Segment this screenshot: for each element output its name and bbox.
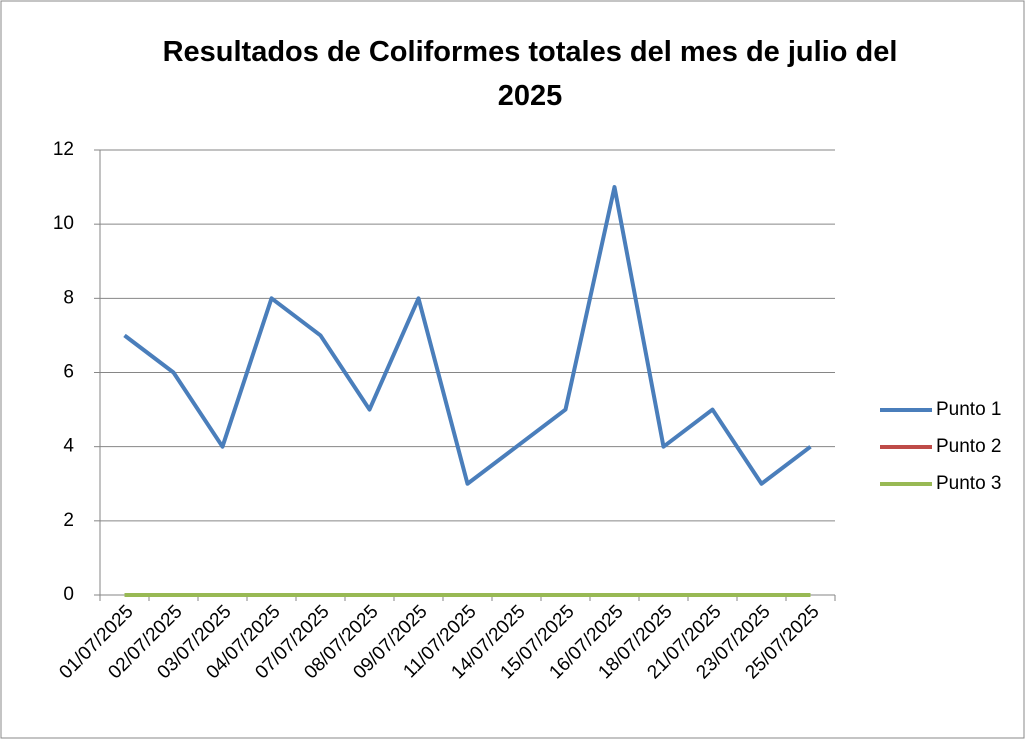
y-tick-label: 10 [53, 213, 74, 234]
y-tick-label: 4 [63, 436, 74, 457]
y-tick-label: 8 [63, 287, 74, 308]
y-tick-label: 6 [63, 362, 74, 383]
y-tick-label: 0 [63, 584, 74, 605]
chart-title: Resultados de Coliformes totales del mes… [162, 36, 898, 112]
legend-label: Punto 2 [936, 436, 1002, 457]
legend-label: Punto 3 [936, 473, 1002, 494]
series-line [123, 185, 812, 486]
y-tick-label: 2 [63, 510, 74, 531]
legend-label: Punto 1 [936, 399, 1002, 420]
y-tick-label: 12 [53, 139, 74, 160]
